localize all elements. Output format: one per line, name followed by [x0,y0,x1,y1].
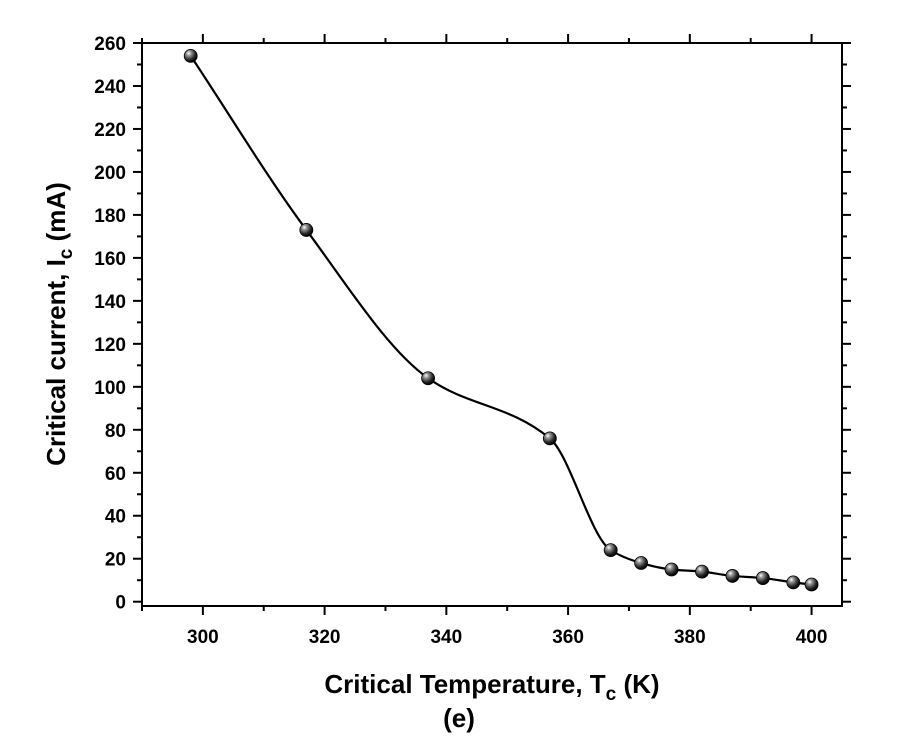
data-point [695,564,709,579]
x-axis-title: Critical Temperature, Tc (K) [324,669,659,705]
figure-caption: (e) [443,703,475,733]
x-tick-label: 380 [674,627,706,648]
data-point [664,562,679,577]
series-line [189,55,812,586]
data-point [804,577,819,592]
y-tick-label: 160 [94,249,126,270]
y-tick-label: 40 [105,507,126,528]
y-tick-label: 140 [94,292,126,313]
x-tick-label: 320 [309,627,341,648]
y-axis-ticks: 0 20 40 60 80 100 120 140 160 180 200 220 240 260 [94,34,851,614]
data-point [786,575,801,590]
y-tick-label: 180 [94,206,126,227]
x-tick-label: 400 [796,627,828,648]
y-tick-label: 200 [94,163,126,184]
plot-frame [141,42,843,607]
data-point [299,223,314,237]
data-point [634,556,649,570]
y-tick-label: 0 [115,593,126,614]
data-point [542,431,557,446]
y-tick-label: 220 [94,120,126,141]
data-point [755,571,770,585]
data-point [725,569,740,583]
x-tick-label: 360 [552,627,584,648]
y-tick-label: 80 [105,421,126,442]
y-tick-label: 240 [94,77,126,98]
x-axis-ticks: 300 320 340 360 380 400 [141,34,828,648]
y-tick-label: 100 [94,378,126,399]
series-markers [183,48,819,592]
y-tick-label: 60 [105,464,126,485]
data-point [183,48,198,63]
data-point [603,543,618,558]
data-point [421,371,435,386]
y-tick-label: 260 [94,34,126,55]
y-tick-label: 20 [105,550,126,571]
x-tick-label: 340 [430,627,462,648]
y-tick-label: 120 [94,335,126,356]
y-axis-title: Critical current, Ic (mA) [41,182,77,466]
x-tick-label: 300 [187,627,219,648]
